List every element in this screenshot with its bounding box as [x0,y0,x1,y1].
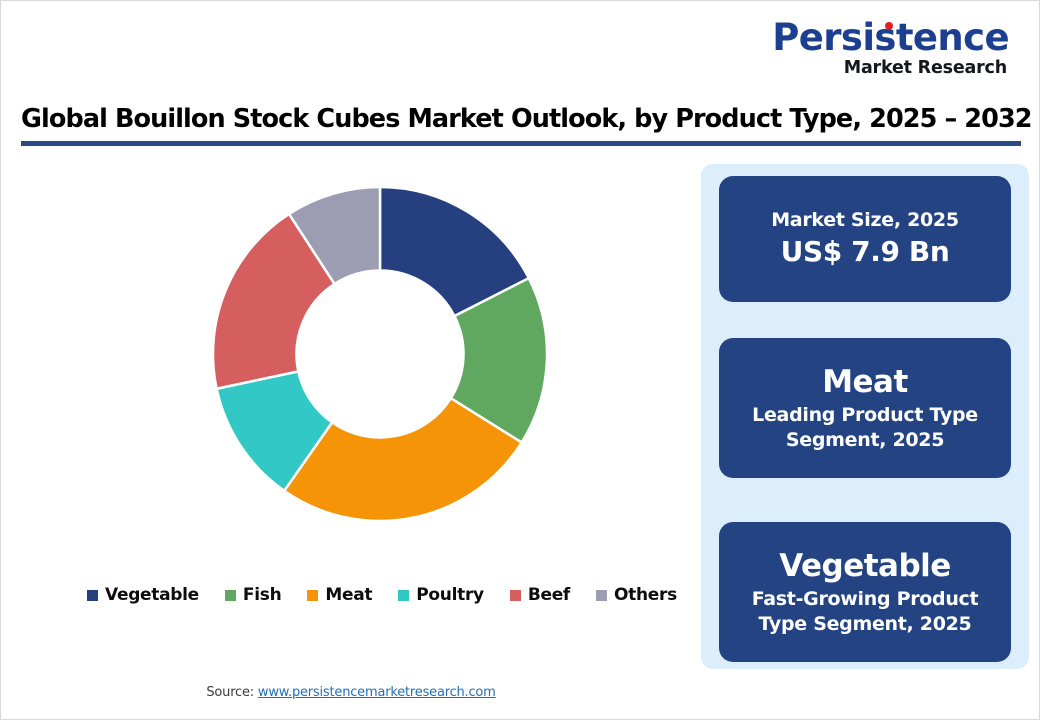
market-size-value: US$ 7.9 Bn [780,235,950,269]
fastest-growing-segment-caption: Fast-Growing Product Type Segment, 2025 [752,587,979,636]
legend-item-vegetable[interactable]: Vegetable [87,585,199,605]
logo-tagline: Market Research [843,58,1007,78]
title-block: Global Bouillon Stock Cubes Market Outlo… [21,104,1033,146]
chart-legend: Vegetable Fish Meat Poultry Beef Others [59,585,705,605]
legend-item-beef[interactable]: Beef [509,585,571,605]
donut-chart [211,185,549,523]
stat-card-fastest-growing-segment: Vegetable Fast-Growing Product Type Segm… [719,522,1011,662]
page-title: Global Bouillon Stock Cubes Market Outlo… [21,104,1033,134]
title-divider [21,141,1021,146]
stat-card-leading-segment: Meat Leading Product Type Segment, 2025 [719,338,1011,478]
legend-swatch-icon [596,589,608,601]
market-size-label: Market Size, 2025 [771,208,959,231]
legend-item-poultry[interactable]: Poultry [398,585,484,605]
legend-swatch-icon [307,589,319,601]
legend-label: Poultry [416,585,484,605]
donut-slice-others[interactable] [287,185,382,286]
legend-label: Meat [325,585,373,605]
leading-segment-name: Meat [822,363,908,400]
legend-item-fish[interactable]: Fish [224,585,282,605]
donut-slices [211,185,549,523]
source-label: Source: [206,685,258,700]
highlight-panel: Market Size, 2025 US$ 7.9 Bn Meat Leadin… [701,164,1029,669]
legend-item-meat[interactable]: Meat [307,585,373,605]
fastest-growing-caption-line1: Fast-Growing Product [751,588,979,611]
source-link[interactable]: www.persistencemarketresearch.com [257,685,496,700]
chart-area: Vegetable Fish Meat Poultry Beef Others [19,161,687,631]
donut-slice-vegetable[interactable] [378,185,531,318]
source-line: Source: www.persistencemarketresearch.co… [1,685,701,700]
legend-swatch-icon [509,589,521,601]
legend-label: Others [614,585,677,605]
fastest-growing-caption-line2: Type Segment, 2025 [758,612,972,635]
legend-label: Vegetable [105,585,199,605]
legend-swatch-icon [398,589,410,601]
fastest-growing-segment-name: Vegetable [779,547,951,584]
legend-swatch-icon [224,589,236,601]
legend-item-others[interactable]: Others [596,585,677,605]
stat-card-market-size: Market Size, 2025 US$ 7.9 Bn [719,176,1011,302]
logo-dot-icon [885,22,893,30]
donut-slice-meat[interactable] [282,396,524,523]
legend-label: Beef [527,585,571,605]
leading-segment-caption: Leading Product Type Segment, 2025 [752,403,978,452]
legend-label: Fish [242,585,282,605]
legend-swatch-icon [87,589,99,601]
leading-segment-caption-line2: Segment, 2025 [785,428,945,451]
company-logo: Persistence Market Research [769,19,1009,78]
donut-slice-beef[interactable] [211,212,337,391]
leading-segment-caption-line1: Leading Product Type [752,404,978,427]
